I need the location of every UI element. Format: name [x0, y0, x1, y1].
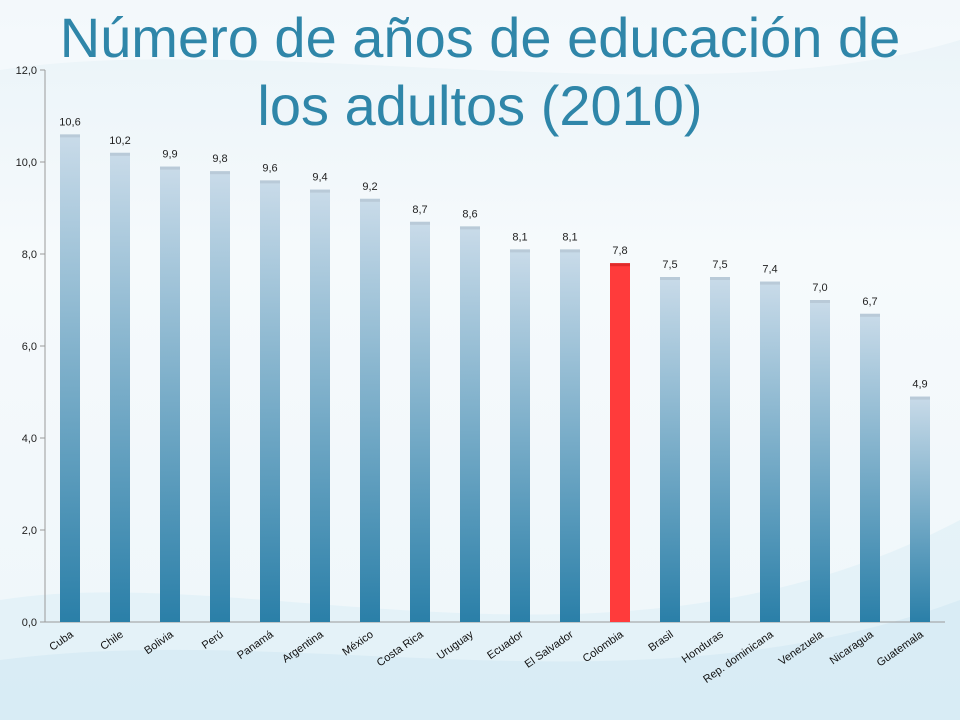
x-tick-label: Cuba: [47, 628, 76, 653]
data-label: 10,2: [109, 135, 130, 147]
y-tick-label: 4,0: [22, 433, 37, 445]
bar: [910, 396, 930, 622]
x-tick-label: Honduras: [680, 628, 726, 665]
bar: [710, 277, 730, 622]
x-tick-label: El Salvador: [523, 628, 576, 670]
data-label: 8,1: [562, 231, 577, 243]
bar-cap: [860, 313, 880, 317]
x-tick-label: Uruguay: [435, 628, 476, 662]
bar-cap: [110, 152, 130, 156]
bar-cap: [510, 249, 530, 253]
x-tick-label: Colombia: [581, 628, 627, 665]
data-label: 9,9: [162, 149, 177, 161]
bar-cap: [760, 281, 780, 285]
title-line-2: los adultos (2010): [257, 74, 703, 137]
bar: [510, 249, 530, 622]
bar: [810, 300, 830, 622]
data-label: 9,2: [362, 181, 377, 193]
x-tick-label: Venezuela: [777, 628, 827, 668]
x-tick-label: Costa Rica: [375, 628, 427, 669]
bar: [160, 166, 180, 622]
bar: [360, 198, 380, 623]
bar-cap: [210, 171, 230, 175]
bar-cap: [660, 277, 680, 280]
bar-cap: [410, 221, 430, 225]
data-label: 7,4: [762, 264, 777, 276]
y-tick-label: 12,0: [16, 65, 37, 77]
data-label: 9,4: [312, 172, 327, 184]
bar: [460, 226, 480, 622]
x-axis-labels: Cuba Chile Bolivia Perú Panamá Argentina Méxic…: [47, 628, 926, 686]
y-tick-label: 6,0: [22, 341, 37, 353]
data-label: 4,9: [912, 379, 927, 391]
bar-cap: [560, 249, 580, 253]
bar: [210, 171, 230, 622]
y-tick-label: 10,0: [16, 157, 37, 169]
bar-cap: [360, 198, 380, 202]
y-tick-label: 2,0: [22, 525, 37, 537]
data-label: 9,6: [262, 162, 277, 174]
data-label: 10,6: [59, 116, 80, 128]
y-axis: 0,0 2,0 4,0 6,0 8,0 10,0 12,0: [16, 65, 945, 629]
bar: [660, 277, 680, 622]
title-line-1: Número de años de educación de: [59, 6, 901, 69]
data-label: 8,1: [512, 231, 527, 243]
data-label: 7,8: [612, 245, 627, 257]
x-tick-label: Perú: [200, 629, 226, 652]
x-tick-label: Argentina: [280, 628, 326, 665]
x-tick-label: Bolivia: [142, 628, 176, 657]
x-tick-label: Panamá: [235, 628, 276, 662]
data-label: 9,8: [212, 153, 227, 165]
data-label: 6,7: [862, 296, 877, 308]
data-label: 7,5: [662, 259, 677, 271]
x-tick-label: Nicaragua: [828, 628, 877, 667]
x-tick-label: Guatemala: [875, 628, 927, 669]
chart-title: Número de años de educación de los adult…: [0, 4, 960, 140]
bar: [410, 221, 430, 623]
x-tick-label: Brasil: [646, 629, 675, 655]
bar: [610, 263, 630, 622]
bar: [310, 189, 330, 622]
bar: [860, 313, 880, 622]
bar: [60, 134, 80, 622]
bar-cap: [60, 134, 80, 138]
bar-cap: [460, 226, 480, 230]
bar-cap: [810, 300, 830, 303]
data-labels: 10,6 10,2 9,9 9,8 9,6 9,4 9,2 8,7 8,6 8,1 8,1 7,8 7,…: [59, 116, 927, 390]
bar: [110, 152, 130, 623]
data-label: 8,7: [412, 204, 427, 216]
data-label: 7,0: [812, 282, 827, 294]
bar-cap: [710, 277, 730, 280]
bar-cap: [910, 396, 930, 400]
bar: [760, 281, 780, 622]
data-label: 7,5: [712, 259, 727, 271]
bars: [60, 134, 930, 623]
x-tick-label: México: [340, 629, 375, 659]
bar: [560, 249, 580, 622]
y-tick-label: 8,0: [22, 249, 37, 261]
x-tick-label: Chile: [98, 629, 125, 653]
bar-cap: [260, 180, 280, 184]
bar-cap: [610, 263, 630, 267]
data-label: 8,6: [462, 208, 477, 220]
x-tick-label: Ecuador: [485, 628, 526, 662]
y-tick-label: 0,0: [22, 617, 37, 629]
bar-cap: [160, 166, 180, 170]
bar-cap: [310, 189, 330, 193]
bar: [260, 180, 280, 622]
